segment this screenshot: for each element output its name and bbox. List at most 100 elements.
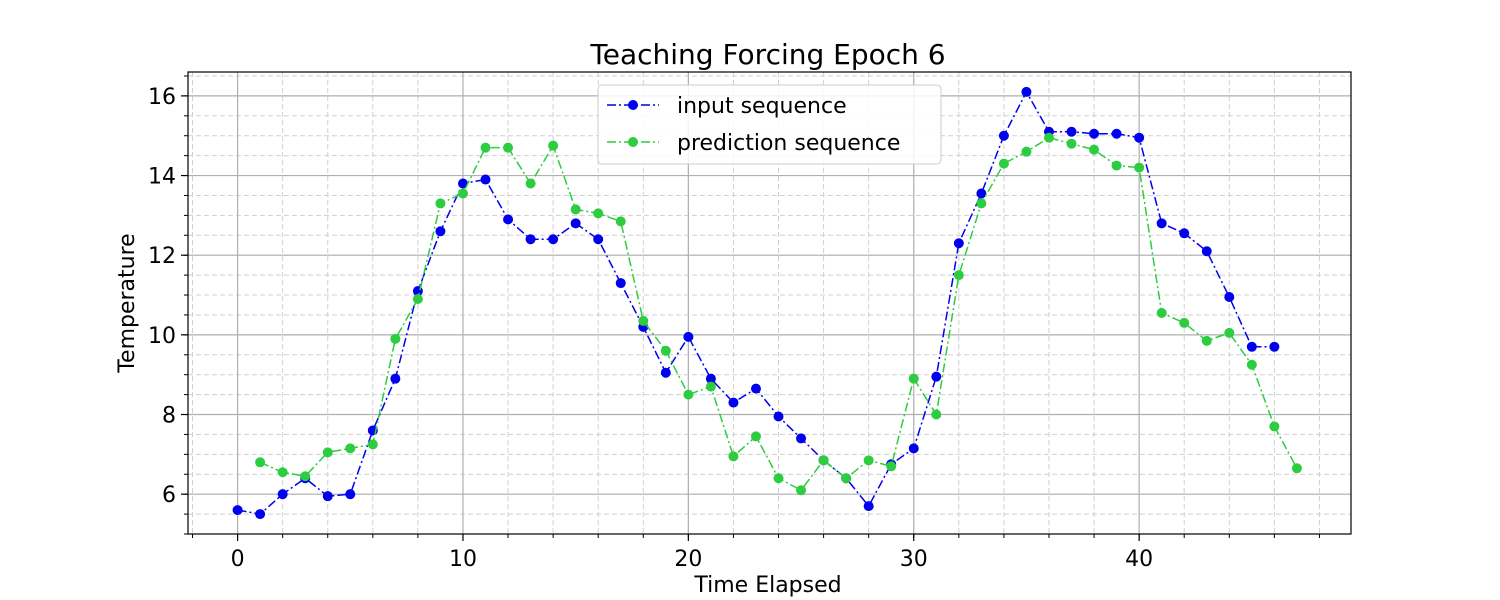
- x-tick-label: 30: [900, 547, 928, 572]
- series-layer: [232, 86, 1302, 520]
- data-point: [1201, 335, 1212, 346]
- data-point: [435, 198, 446, 209]
- data-point: [1246, 359, 1257, 370]
- data-point: [953, 270, 964, 281]
- data-point: [886, 461, 897, 472]
- data-point: [998, 130, 1009, 141]
- data-point: [705, 381, 716, 392]
- data-point: [683, 389, 694, 400]
- data-point: [548, 234, 559, 245]
- axis-ticks: 0 10 20 30 40 6 8 10 12 14 16: [148, 75, 1320, 572]
- data-point: [796, 433, 807, 444]
- data-point: [998, 158, 1009, 169]
- data-point: [908, 443, 919, 454]
- data-point: [615, 216, 626, 227]
- legend-label: prediction sequence: [677, 131, 900, 156]
- data-point: [232, 505, 243, 516]
- data-point: [638, 315, 649, 326]
- data-point: [976, 198, 987, 209]
- data-point: [728, 451, 739, 462]
- chart-title: Teaching Forcing Epoch 6: [589, 38, 945, 71]
- data-point: [300, 471, 311, 482]
- data-point: [593, 208, 604, 219]
- data-point: [615, 278, 626, 289]
- data-point: [931, 409, 942, 420]
- data-point: [548, 140, 559, 151]
- data-point: [683, 331, 694, 342]
- data-point: [480, 174, 491, 185]
- y-tick-label: 10: [148, 324, 176, 349]
- data-point: [1269, 341, 1280, 352]
- data-point: [255, 457, 266, 468]
- data-point: [435, 226, 446, 237]
- y-axis-label: Temperature: [115, 233, 140, 373]
- series-input: [232, 86, 1280, 520]
- data-point: [1291, 463, 1302, 474]
- data-point: [728, 397, 739, 408]
- data-point: [570, 218, 581, 229]
- series-prediction: [255, 132, 1302, 496]
- data-point: [1134, 162, 1145, 173]
- data-point: [796, 485, 807, 496]
- data-point: [660, 345, 671, 356]
- data-point: [841, 473, 852, 484]
- data-point: [1179, 228, 1190, 239]
- data-point: [863, 455, 874, 466]
- data-point: [1021, 86, 1032, 97]
- data-point: [660, 367, 671, 378]
- data-point: [503, 214, 514, 225]
- legend-entry: input sequence: [607, 94, 847, 119]
- y-tick-label: 8: [162, 404, 176, 429]
- data-point: [277, 467, 288, 478]
- data-point: [390, 333, 401, 344]
- data-point: [1246, 341, 1257, 352]
- data-point: [953, 238, 964, 249]
- x-tick-label: 20: [674, 547, 702, 572]
- legend-box: [597, 84, 942, 165]
- data-point: [1224, 292, 1235, 303]
- data-point: [1043, 132, 1054, 143]
- data-point: [457, 178, 468, 189]
- data-point: [1179, 317, 1190, 328]
- data-point: [818, 455, 829, 466]
- plot-frame: [187, 71, 1352, 535]
- data-point: [1111, 160, 1122, 171]
- data-point: [1089, 128, 1100, 139]
- data-point: [1066, 138, 1077, 149]
- x-tick-label: 40: [1125, 547, 1153, 572]
- data-point: [503, 142, 514, 153]
- data-point: [1111, 128, 1122, 139]
- y-tick-label: 12: [148, 244, 176, 269]
- data-point: [773, 473, 784, 484]
- data-point: [255, 509, 266, 520]
- data-point: [367, 439, 378, 450]
- data-point: [1066, 126, 1077, 137]
- data-point: [908, 373, 919, 384]
- major-grid: [188, 72, 1351, 534]
- data-point: [750, 383, 761, 394]
- y-tick-label: 14: [148, 165, 176, 190]
- data-point: [412, 294, 423, 305]
- data-point: [525, 234, 536, 245]
- data-point: [976, 188, 987, 199]
- data-point: [322, 447, 333, 458]
- legend-label: input sequence: [677, 94, 847, 119]
- data-point: [931, 371, 942, 382]
- legend-entry: prediction sequence: [607, 131, 900, 156]
- data-point: [457, 188, 468, 199]
- data-point: [1156, 307, 1167, 318]
- x-tick-label: 0: [231, 547, 245, 572]
- legend: input sequence prediction sequence: [597, 84, 942, 165]
- data-point: [570, 204, 581, 215]
- data-point: [277, 489, 288, 500]
- data-point: [322, 491, 333, 502]
- data-point: [345, 489, 356, 500]
- data-point: [345, 443, 356, 454]
- data-point: [863, 501, 874, 512]
- data-point: [1021, 146, 1032, 157]
- x-tick-label: 10: [449, 547, 477, 572]
- data-point: [593, 234, 604, 245]
- data-point: [1224, 327, 1235, 338]
